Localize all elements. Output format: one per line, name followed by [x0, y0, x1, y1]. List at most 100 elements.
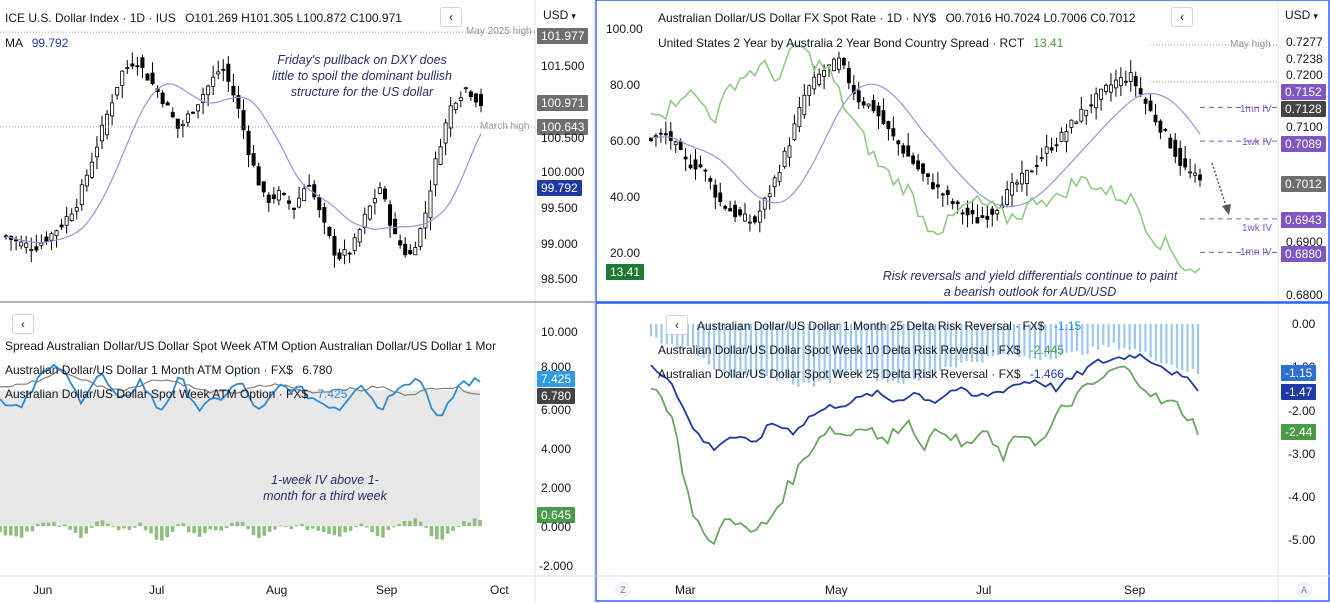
- dxy-candle: [24, 242, 29, 248]
- rt-left-badge-spread: 13.41: [606, 264, 645, 280]
- aud-candle: [1109, 84, 1113, 93]
- lt-ohlc: O101.269 H101.305 L100.872 C100.971: [185, 11, 402, 25]
- dxy-candle: [478, 94, 483, 107]
- dxy-candle: [59, 224, 64, 228]
- spread-bar: [300, 523, 304, 527]
- aud-candle: [955, 201, 960, 205]
- aud-candle: [935, 184, 940, 188]
- aud-candle: [673, 141, 678, 145]
- rt-badge-ma: 0.7128: [1281, 101, 1326, 117]
- aud-candle: [733, 204, 737, 218]
- lb-legend-1m: Australian Dollar/US Dollar 1 Month ATM …: [5, 363, 332, 377]
- rt-unit-selector[interactable]: USD ▾: [1285, 8, 1318, 22]
- aud-candle: [718, 192, 723, 203]
- dxy-candle: [468, 91, 473, 98]
- dxy-candle: [196, 104, 201, 112]
- rb-collapse-button[interactable]: ‹: [666, 315, 688, 335]
- spread-bar: [445, 526, 450, 534]
- aud-candle: [866, 103, 871, 107]
- aud-candle: [896, 140, 901, 145]
- dxy-candle: [105, 113, 110, 136]
- dxy-candle: [49, 233, 54, 241]
- spread-bar: [364, 526, 369, 528]
- aud-candle: [762, 197, 767, 210]
- lt-unit-selector[interactable]: USD ▾: [543, 8, 576, 22]
- rb-badge-1m25: -1.15: [1281, 365, 1317, 381]
- dxy-candle: [125, 67, 130, 69]
- rb-tick: -2.00: [1288, 404, 1316, 418]
- dxy-candle: [160, 92, 165, 105]
- rb-legend-1m25: Australian Dollar/US Dollar 1 Month 25 D…: [697, 319, 1081, 333]
- dxy-candle: [145, 73, 150, 81]
- lt-badge-ma: 99.792: [537, 180, 582, 196]
- spread-bar: [246, 526, 250, 530]
- spread-bar: [203, 526, 207, 534]
- iv-fill: [0, 390, 480, 527]
- rb-tick: -5.00: [1288, 533, 1316, 547]
- dxy-candle: [428, 190, 433, 219]
- spread-bar: [19, 526, 24, 538]
- dxy-candle: [251, 153, 256, 166]
- aud-candle: [663, 133, 668, 136]
- auto-scale-button[interactable]: A: [1296, 582, 1312, 598]
- aud-candle: [1128, 72, 1133, 83]
- lt-collapse-button[interactable]: ‹: [440, 7, 462, 27]
- dxy-candle: [266, 194, 271, 203]
- rt-ohlc: O0.7016 H0.7024 L0.7006 C0.7012: [945, 11, 1136, 25]
- dxy-candle: [226, 63, 231, 82]
- spread-bar: [424, 526, 428, 528]
- atm-1m-line: [0, 368, 481, 396]
- lb-tick: 8.000: [541, 360, 572, 374]
- dxy-candle: [433, 158, 438, 186]
- aud-candle: [1015, 182, 1019, 185]
- spread-bar: [386, 526, 391, 530]
- right-x-tick: May: [825, 583, 848, 597]
- rt-badge-1wk-upper: 0.7089: [1281, 136, 1326, 152]
- aud-candle: [1029, 170, 1034, 173]
- aud-candle: [881, 110, 886, 124]
- rt-left-tick: 80.00: [610, 78, 641, 92]
- aud-candle: [856, 90, 861, 103]
- rt-note-1mn-upper: 1mn IV: [1240, 104, 1272, 115]
- aud-candle: [1059, 131, 1064, 142]
- dxy-candle: [377, 187, 382, 194]
- chevron-down-icon: ▾: [571, 11, 576, 21]
- aud-candle: [1138, 88, 1143, 95]
- left-x-tick: Oct: [490, 583, 509, 597]
- dxy-candle: [458, 97, 463, 102]
- lt-ma-label: MA: [5, 36, 23, 50]
- aud-candle: [1069, 119, 1074, 128]
- aud-candle: [832, 58, 836, 72]
- rt-collapse-button[interactable]: ‹: [1171, 7, 1193, 27]
- spread-bar: [127, 526, 132, 530]
- zoom-mode-button[interactable]: Z: [615, 582, 631, 598]
- rt-tick: 0.7277: [1286, 35, 1323, 49]
- spread-bar: [440, 526, 445, 540]
- aud-candle: [812, 76, 817, 90]
- rb-legend-w25-value: -1.466: [1029, 367, 1064, 381]
- rt-note-1wk-lower: 1wk IV: [1242, 223, 1273, 234]
- aud-candle: [940, 193, 945, 196]
- aud-candle: [772, 177, 777, 188]
- aud-candle: [901, 145, 906, 154]
- rt-tick: 0.6900: [1286, 235, 1323, 249]
- lb-tick: 10.000: [541, 325, 578, 339]
- aud-candle: [960, 212, 965, 215]
- dxy-candle: [201, 94, 206, 104]
- dxy-candle: [14, 239, 19, 242]
- dxy-candle: [39, 242, 44, 246]
- spread-bar: [257, 526, 261, 538]
- spread-bar: [267, 526, 272, 532]
- aud-candle: [1153, 114, 1158, 123]
- spread-bar: [41, 522, 45, 527]
- lb-collapse-button[interactable]: ‹: [12, 314, 34, 334]
- aud-candle: [787, 145, 792, 158]
- dxy-candle: [418, 228, 423, 247]
- spread-bar: [181, 523, 186, 527]
- active-pane-border: [595, 0, 1330, 303]
- dxy-candle: [115, 86, 120, 96]
- spread-bar: [294, 525, 299, 527]
- aud-candle: [1104, 84, 1108, 92]
- aud-candle: [931, 182, 935, 190]
- dxy-candle: [180, 123, 185, 126]
